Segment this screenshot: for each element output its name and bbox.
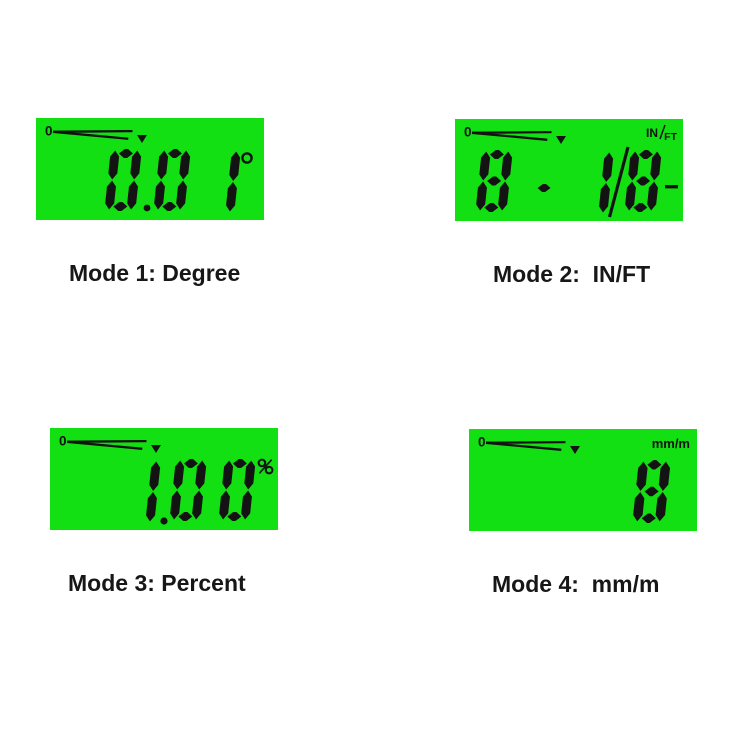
- svg-text:FT: FT: [664, 131, 677, 143]
- svg-text:mm/m: mm/m: [652, 436, 690, 451]
- svg-text:IN: IN: [646, 126, 658, 140]
- svg-text:0: 0: [464, 125, 472, 140]
- svg-text:0: 0: [45, 124, 53, 139]
- svg-text:0: 0: [478, 435, 486, 450]
- svg-text:0: 0: [59, 434, 67, 449]
